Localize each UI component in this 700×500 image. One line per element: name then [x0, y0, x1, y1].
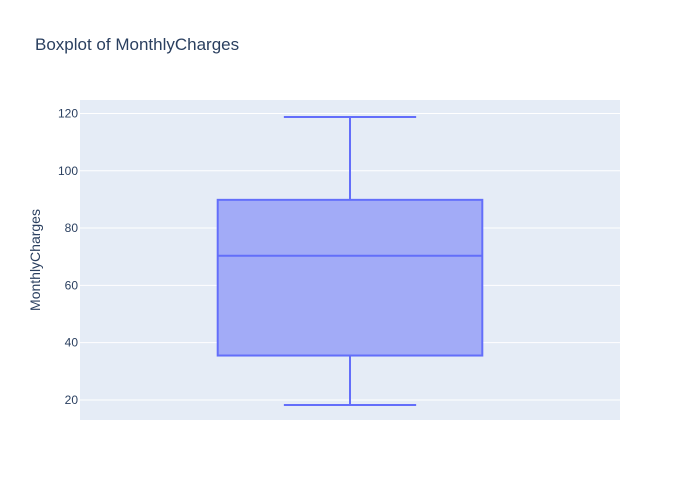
iqr-box [216, 198, 484, 357]
y-tick-labels: 20 40 60 80 100 120 [58, 106, 78, 406]
y-tick-label-100: 100 [58, 164, 78, 178]
y-axis-title: MonthlyCharges [27, 209, 43, 311]
box-group [216, 116, 484, 406]
y-tick-label-60: 60 [65, 278, 79, 292]
y-tick-label-120: 120 [58, 106, 78, 120]
y-tick-label-80: 80 [65, 221, 79, 235]
y-tick-label-40: 40 [65, 336, 79, 350]
y-tick-label-20: 20 [65, 393, 79, 407]
chart-title: Boxplot of MonthlyCharges [35, 35, 239, 54]
